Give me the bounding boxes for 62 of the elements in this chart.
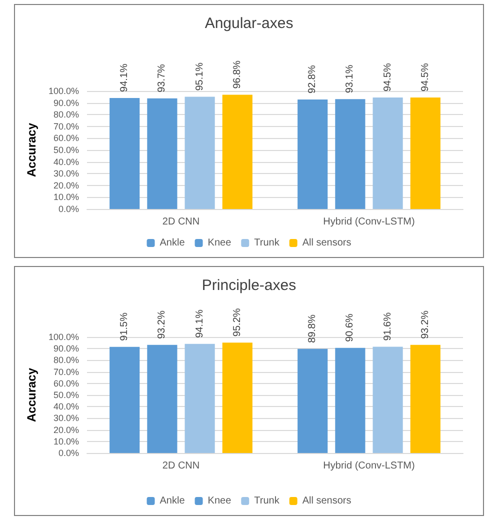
data-label: 91.6%: [382, 312, 394, 341]
y-tick-label: 70.0%: [53, 366, 79, 377]
legend-label: All sensors: [302, 238, 352, 248]
bar: [184, 344, 215, 453]
y-tick-label: 50.0%: [53, 145, 79, 155]
bar: [147, 344, 178, 453]
bar: [298, 348, 328, 453]
y-axis-title: Accuracy: [24, 122, 39, 178]
data-label: 94.1%: [119, 64, 130, 92]
y-tick-label: 70.0%: [53, 121, 79, 132]
y-tick-label: 90.0%: [53, 344, 79, 354]
data-label: 95.1%: [194, 62, 206, 91]
data-label: 94.5%: [420, 63, 431, 92]
data-label: 90.6%: [344, 313, 356, 342]
y-tick-label: 50.0%: [53, 390, 79, 400]
bar: [372, 346, 403, 453]
data-label: 93.1%: [344, 64, 356, 94]
y-tick-label: 0.0%: [58, 448, 79, 458]
bar: [110, 346, 140, 453]
data-label: 92.8%: [307, 65, 318, 94]
y-tick-label: 10.0%: [53, 436, 79, 446]
chart-title: Angular-axes: [204, 15, 294, 32]
bar: [335, 348, 366, 453]
data-label: 91.5%: [119, 312, 130, 341]
y-tick-label: 90.0%: [53, 98, 79, 108]
data-label: 95.2%: [232, 308, 243, 337]
y-tick-label: 10.0%: [53, 192, 79, 202]
legend-label: Trunk: [254, 496, 280, 506]
data-label: 94.1%: [194, 309, 206, 338]
x-tick-label: Hybrid (Conv-LSTM): [323, 216, 415, 228]
y-tick-label: 100.0%: [48, 86, 79, 96]
bar: [222, 342, 252, 453]
y-tick-label: 80.0%: [53, 110, 79, 120]
chart-title: Principle-axes: [202, 277, 296, 294]
y-axis-title: Accuracy: [24, 368, 39, 422]
y-tick-label: 20.0%: [53, 424, 79, 435]
data-label: 89.8%: [307, 314, 318, 343]
legend-label: Knee: [208, 238, 232, 248]
data-label: 94.5%: [382, 63, 394, 92]
y-tick-label: 60.0%: [53, 133, 79, 144]
y-tick-label: 60.0%: [53, 378, 79, 388]
y-tick-label: 30.0%: [53, 168, 79, 179]
x-tick-label: 2D CNN: [162, 460, 200, 472]
data-label: 96.8%: [232, 60, 243, 89]
legend-label: Ankle: [160, 496, 186, 506]
data-label: 93.2%: [156, 310, 168, 339]
y-tick-label: 30.0%: [53, 413, 79, 424]
legend-label: Trunk: [254, 238, 280, 248]
legend-label: Ankle: [160, 238, 186, 248]
x-tick-label: 2D CNN: [162, 216, 200, 228]
y-tick-label: 20.0%: [53, 180, 79, 190]
x-tick-label: Hybrid (Conv-LSTM): [323, 460, 415, 472]
y-tick-label: 0.0%: [58, 204, 79, 214]
data-label: 93.7%: [156, 64, 168, 92]
y-tick-label: 40.0%: [53, 156, 79, 167]
bar: [410, 344, 440, 453]
data-label: 93.2%: [420, 310, 431, 339]
y-tick-label: 100.0%: [48, 332, 79, 342]
y-tick-label: 80.0%: [53, 355, 79, 366]
legend-label: Knee: [208, 496, 232, 506]
legend-label: All sensors: [302, 496, 352, 506]
y-tick-label: 40.0%: [53, 402, 79, 412]
